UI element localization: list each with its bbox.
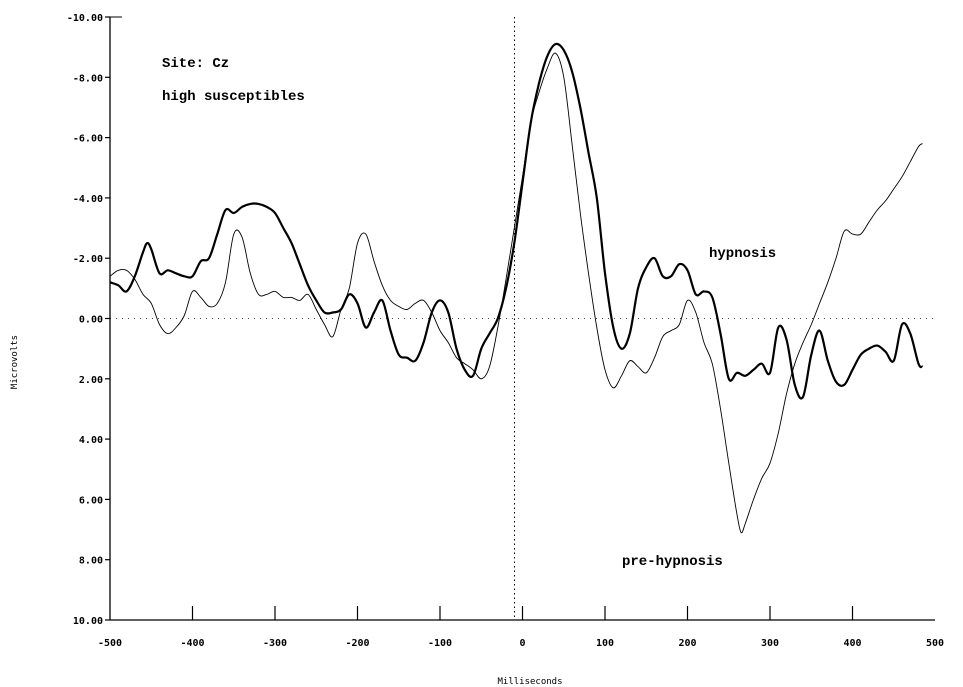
- annotation-site: Site: Cz: [162, 56, 229, 72]
- series-line-pre-hypnosis: [109, 52, 923, 534]
- y-tick-label: -6.00: [73, 134, 103, 145]
- x-tick-label: -400: [180, 638, 204, 649]
- y-tick-label: 0.00: [79, 315, 103, 326]
- x-tick-label: 300: [761, 638, 779, 649]
- y-tick-label: 10.00: [73, 616, 103, 627]
- x-tick-label: 100: [596, 638, 614, 649]
- x-tick-label: 200: [678, 638, 696, 649]
- x-axis-title: Milliseconds: [497, 677, 562, 687]
- x-tick-label: 0: [519, 638, 525, 649]
- y-tick-label: 8.00: [79, 556, 103, 567]
- plot-frame: [109, 16, 935, 621]
- y-axis-ticks: -10.00 -8.00 -6.00 -4.00 -2.00 0.00 2.00 4.00 6.…: [67, 13, 110, 627]
- x-axis-ticks: -500 -400 -300 -200 -100 0 100 200 300 400 500: [98, 606, 944, 649]
- y-tick-label: 4.00: [79, 435, 103, 446]
- x-tick-label: -200: [345, 638, 369, 649]
- y-axis-title: Microvolts: [10, 335, 20, 389]
- annotation-hypnosis: hypnosis: [709, 246, 776, 262]
- y-tick-label: -10.00: [67, 13, 103, 24]
- x-tick-label: -300: [263, 638, 287, 649]
- x-tick-label: -500: [98, 638, 122, 649]
- y-tick-label: 2.00: [79, 375, 103, 386]
- y-tick-label: -4.00: [73, 194, 103, 205]
- y-tick-label: -8.00: [73, 73, 103, 84]
- x-tick-label: 500: [926, 638, 944, 649]
- series-lines: [109, 42, 924, 534]
- annotation-pre-hypnosis: pre-hypnosis: [622, 554, 723, 570]
- y-tick-label: 6.00: [79, 495, 103, 506]
- reference-lines: [110, 17, 935, 620]
- x-tick-label: 400: [843, 638, 861, 649]
- x-tick-label: -100: [428, 638, 452, 649]
- y-tick-label: -2.00: [73, 254, 103, 265]
- annotation-group: high susceptibles: [162, 89, 305, 105]
- series-line-hypnosis: [109, 42, 924, 400]
